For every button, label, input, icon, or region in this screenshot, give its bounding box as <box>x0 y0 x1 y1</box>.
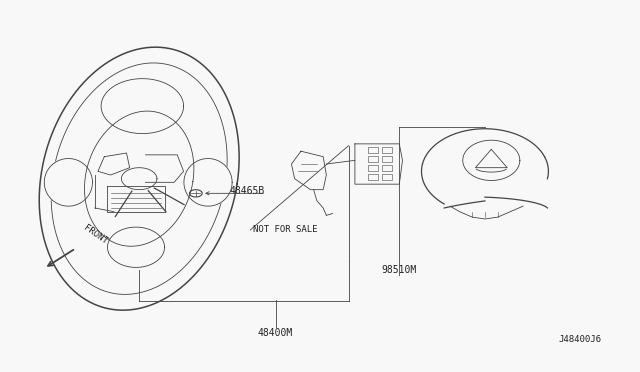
Bar <box>381 147 392 153</box>
Bar <box>381 174 392 180</box>
Text: 48465B: 48465B <box>229 186 265 196</box>
Text: J48400J6: J48400J6 <box>559 336 602 344</box>
Text: FRONT: FRONT <box>82 224 109 247</box>
Bar <box>381 165 392 171</box>
Bar <box>367 147 378 153</box>
Text: 48400M: 48400M <box>258 328 293 337</box>
Bar <box>367 174 378 180</box>
Bar <box>367 165 378 171</box>
Polygon shape <box>44 158 93 206</box>
Polygon shape <box>184 158 232 206</box>
Bar <box>381 156 392 162</box>
Polygon shape <box>108 227 164 267</box>
Bar <box>367 156 378 162</box>
Polygon shape <box>101 78 184 134</box>
Text: 98510M: 98510M <box>381 265 417 275</box>
Text: NOT FOR SALE: NOT FOR SALE <box>253 225 318 234</box>
